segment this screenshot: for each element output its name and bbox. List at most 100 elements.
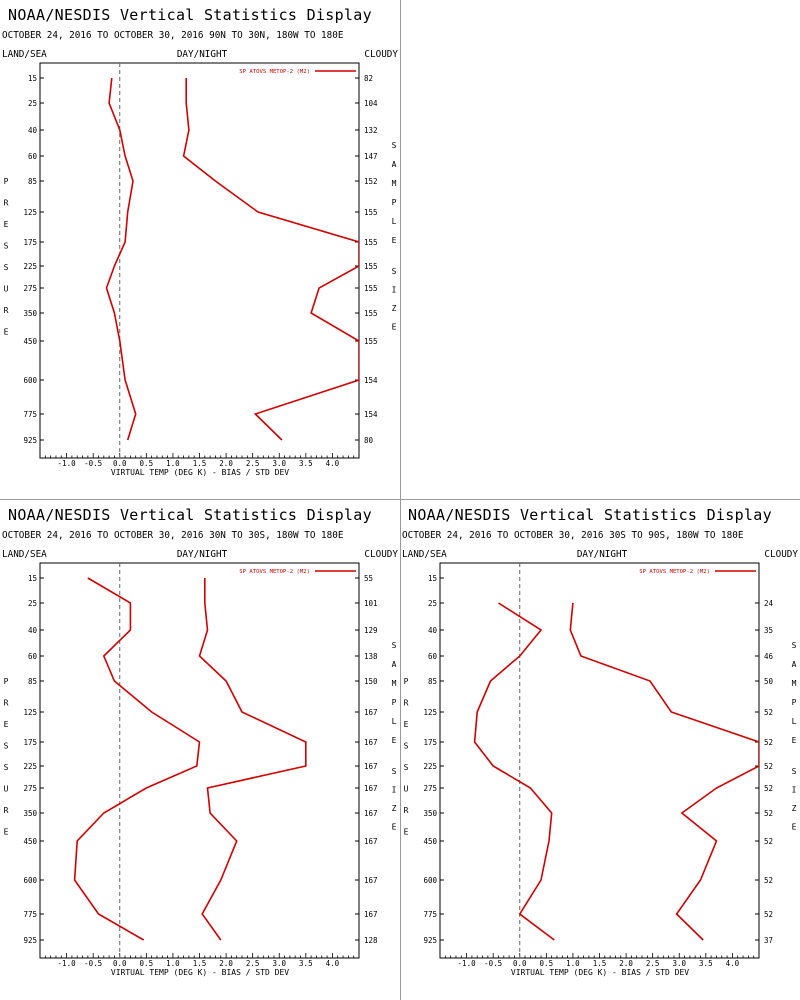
sample-letter: S	[792, 641, 797, 650]
size-letter: Z	[392, 804, 397, 813]
pressure-tick-label: 775	[423, 910, 437, 919]
pressure-tick-label: 40	[428, 626, 438, 635]
pressure-letter: E	[4, 720, 9, 729]
sample-letter: M	[792, 679, 797, 688]
x-tick-label: 3.0	[672, 959, 686, 968]
sample-size-label: 80	[364, 436, 374, 445]
x-tick-label: 1.0	[166, 459, 180, 468]
sample-size-label: 52	[764, 910, 773, 919]
sample-size-label: 104	[364, 99, 378, 108]
legend-label: SP ATOVS METOP-2 (M2)	[239, 69, 310, 75]
sample-size-label: 167	[364, 876, 378, 885]
size-letter: I	[392, 786, 397, 795]
pressure-letter: E	[404, 720, 409, 729]
x-tick-label: 0.0	[113, 459, 127, 468]
pressure-letter: S	[404, 742, 409, 751]
sample-axis-label: S A M P L E	[392, 641, 397, 745]
pressure-letter: S	[4, 263, 9, 272]
sample-letter: E	[392, 236, 397, 245]
x-tick-label: 3.5	[299, 959, 313, 968]
size-letter: S	[392, 267, 397, 276]
series-line-std-dev	[569, 602, 759, 941]
sample-size-label: 155	[364, 238, 378, 247]
pressure-tick-label: 175	[23, 238, 37, 247]
sample-letter: L	[792, 717, 797, 726]
pressure-axis-label: P R E S S U R E	[404, 677, 409, 837]
size-letter: Z	[792, 804, 797, 813]
series-line-std-dev	[198, 578, 307, 941]
sample-size-label: 154	[364, 376, 378, 385]
sample-size-label: 52	[764, 708, 773, 717]
x-tick-label: 2.0	[219, 959, 233, 968]
pressure-tick-label: 350	[23, 309, 37, 318]
x-tick-label: 0.0	[113, 959, 127, 968]
pressure-tick-label: 225	[23, 262, 37, 271]
pressure-tick-label: 450	[423, 837, 437, 846]
pressure-letter: S	[4, 742, 9, 751]
x-tick-label: 2.0	[619, 959, 633, 968]
cloudy-label: CLOUDY	[364, 49, 398, 60]
pressure-letter: R	[4, 199, 9, 208]
x-axis-label: VIRTUAL TEMP (DEG K) - BIAS / STD DEV	[111, 968, 289, 977]
series-line-bias	[473, 602, 555, 941]
pressure-letter: S	[404, 763, 409, 772]
pressure-tick-label: 15	[28, 574, 37, 583]
sample-size-label: 52	[764, 876, 773, 885]
sample-size-label: 155	[364, 262, 378, 271]
pressure-tick-label: 450	[23, 337, 37, 346]
x-tick-label: -0.5	[84, 459, 102, 468]
x-axis-label: VIRTUAL TEMP (DEG K) - BIAS / STD DEV	[111, 468, 289, 477]
size-axis-label: S IZ E	[392, 267, 397, 332]
sample-size-label: 52	[764, 837, 773, 846]
size-letter: I	[392, 286, 397, 295]
x-tick-label: 1.5	[593, 959, 607, 968]
sample-size-label: 37	[764, 936, 773, 945]
plot-frame	[39, 62, 360, 459]
chart-svg: NOAA/NESDIS Vertical Statistics Display O…	[402, 506, 798, 977]
pressure-tick-label: 175	[423, 738, 437, 747]
pressure-tick-label: 60	[428, 652, 438, 661]
series-line-bias	[73, 577, 201, 941]
pressure-tick-label: 40	[28, 126, 38, 135]
sample-size-label: 128	[364, 936, 378, 945]
sample-size-label: 82	[364, 74, 373, 83]
sample-size-label: 129	[364, 626, 378, 635]
x-tick-label: 0.0	[513, 959, 527, 968]
chart-title: NOAA/NESDIS Vertical Statistics Display	[8, 506, 372, 524]
pressure-letter: P	[4, 677, 9, 686]
sample-size-label: 52	[764, 762, 773, 771]
sample-size-label: 155	[364, 284, 378, 293]
size-letter: S	[792, 767, 797, 776]
sample-letter: E	[792, 736, 797, 745]
size-letter: E	[392, 823, 397, 832]
size-letter: E	[792, 823, 797, 832]
pressure-tick-label: 25	[28, 599, 37, 608]
plot-frame	[439, 562, 760, 959]
x-tick-label: 3.5	[299, 459, 313, 468]
pressure-tick-label: 600	[423, 876, 437, 885]
chart-subtitle: OCTOBER 24, 2016 TO OCTOBER 30, 2016 30S…	[402, 530, 743, 541]
pressure-axis-label: P R E S S U R E	[4, 677, 9, 837]
pressure-letter: E	[404, 828, 409, 837]
pressure-tick-label: 125	[423, 708, 437, 717]
pressure-letter: R	[4, 306, 9, 315]
pressure-tick-label: 175	[23, 738, 37, 747]
chart-title: NOAA/NESDIS Vertical Statistics Display	[8, 6, 372, 24]
pressure-letter: R	[404, 806, 409, 815]
pressure-tick-label: 925	[23, 436, 37, 445]
sample-letter: P	[392, 198, 397, 207]
pressure-tick-label: 350	[423, 809, 437, 818]
pressure-letter: E	[4, 828, 9, 837]
x-tick-label: 4.0	[326, 959, 340, 968]
pressure-tick-label: 450	[23, 837, 37, 846]
x-tick-label: 4.0	[726, 959, 740, 968]
stats-panel-north: NOAA/NESDIS Vertical Statistics Display O…	[0, 0, 400, 500]
x-tick-label: 2.0	[219, 459, 233, 468]
pressure-letter: P	[4, 177, 9, 186]
cloudy-label: CLOUDY	[364, 549, 398, 560]
pressure-tick-label: 85	[28, 677, 37, 686]
size-letter: E	[392, 323, 397, 332]
sample-size-label: 132	[364, 126, 378, 135]
pressure-letter: R	[4, 806, 9, 815]
sample-size-label: 101	[364, 599, 378, 608]
